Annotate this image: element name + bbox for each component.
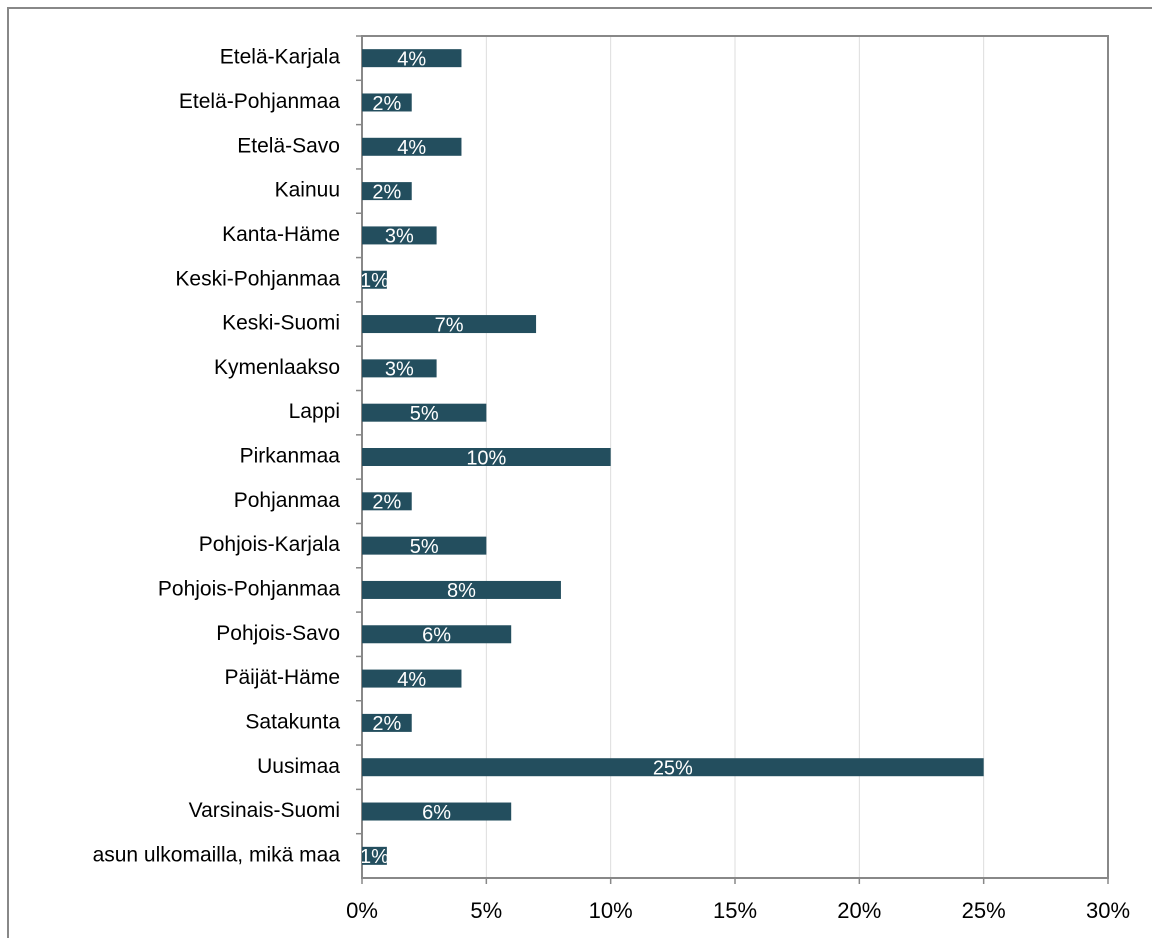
bar (362, 846, 387, 865)
y-tick-label: Etelä-Karjala (220, 46, 341, 69)
value-label: 4% (397, 137, 426, 159)
y-tick-label: Pohjanmaa (234, 489, 341, 512)
y-tick-label: Uusimaa (257, 755, 340, 778)
bar (362, 270, 387, 289)
bar (362, 669, 462, 688)
value-label: 6% (422, 802, 451, 824)
x-tick-label: 15% (713, 898, 757, 923)
y-tick-label: Pirkanmaa (240, 445, 341, 468)
bar (362, 625, 512, 644)
bar (362, 448, 611, 466)
bar (362, 315, 537, 334)
y-tick-label: Satakunta (245, 710, 340, 733)
bar (362, 359, 437, 378)
x-tick-label: 20% (837, 898, 881, 923)
x-tick-label: 0% (346, 898, 378, 923)
x-tick-label: 30% (1086, 898, 1130, 923)
x-tick-label: 5% (470, 898, 502, 923)
y-tick-label: Varsinais-Suomi (189, 799, 340, 822)
value-label: 3% (385, 359, 414, 381)
y-tick-label: Kanta-Häme (222, 223, 340, 246)
y-tick-label: Etelä-Savo (237, 134, 340, 157)
bar (362, 758, 984, 777)
value-label: 7% (435, 314, 464, 336)
value-label: 3% (385, 226, 414, 248)
y-tick-label: Pohjois-Pohjanmaa (158, 577, 340, 600)
value-label: 1% (360, 270, 389, 292)
y-tick-label: Keski-Pohjanmaa (175, 267, 340, 290)
y-tick-label: Kymenlaakso (214, 356, 340, 379)
bar (362, 536, 487, 555)
bar (362, 802, 512, 821)
bar (362, 137, 462, 156)
bar (362, 182, 412, 201)
value-label: 2% (372, 492, 401, 514)
value-label: 1% (360, 846, 389, 868)
value-label: 8% (447, 580, 476, 602)
bar (362, 403, 487, 422)
y-tick-label: Keski-Suomi (222, 312, 340, 335)
y-tick-label: Pohjois-Karjala (199, 533, 341, 556)
value-label: 6% (422, 625, 451, 647)
y-tick-label: Lappi (289, 400, 340, 423)
y-tick-label: Etelä-Pohjanmaa (179, 90, 340, 113)
y-tick-label: Päijät-Häme (224, 666, 340, 689)
bar (362, 49, 462, 68)
y-tick-label: Kainuu (275, 179, 340, 202)
value-label: 2% (372, 181, 401, 203)
value-label: 5% (410, 536, 439, 558)
value-label: 10% (466, 447, 506, 469)
value-label: 5% (410, 403, 439, 425)
y-tick-label: Pohjois-Savo (216, 622, 340, 645)
bar (362, 226, 437, 245)
x-tick-label: 10% (589, 898, 633, 923)
value-label: 4% (397, 669, 426, 691)
value-label: 25% (653, 757, 693, 779)
value-label: 2% (372, 713, 401, 735)
bar (362, 580, 561, 599)
value-label: 2% (372, 93, 401, 115)
value-label: 4% (397, 48, 426, 70)
y-tick-label: asun ulkomailla, mikä maa (93, 843, 341, 866)
bar (362, 713, 412, 732)
bar (362, 93, 412, 112)
bar (362, 492, 412, 511)
x-tick-label: 25% (962, 898, 1006, 923)
frame (7, 7, 1152, 938)
